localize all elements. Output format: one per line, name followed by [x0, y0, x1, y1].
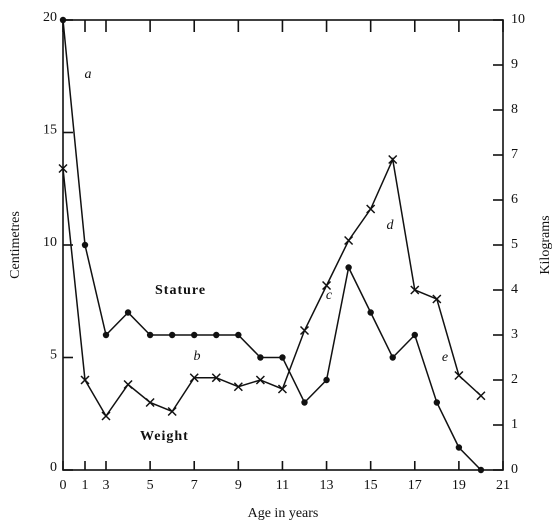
y2-tick-label: 2 — [511, 372, 518, 387]
annotation: b — [194, 349, 201, 364]
point-marker — [323, 376, 330, 384]
y2-tick-label: 1 — [511, 417, 518, 432]
annotation: c — [326, 288, 333, 303]
point-marker — [102, 331, 110, 339]
point-marker — [322, 280, 332, 291]
annotation: a — [85, 67, 92, 82]
x-axis-label: Age in years — [248, 506, 319, 521]
x-tick-label: 11 — [276, 478, 289, 493]
x-tick-label: 19 — [452, 478, 466, 493]
series-label: Stature — [155, 283, 206, 298]
point-marker — [299, 325, 310, 336]
point-marker — [124, 309, 132, 316]
point-marker — [367, 309, 374, 316]
y2-tick-label: 4 — [511, 282, 518, 297]
point-marker — [277, 384, 287, 394]
y-tick-label: 5 — [50, 348, 57, 363]
point-marker — [145, 397, 155, 408]
point-marker — [366, 204, 376, 214]
y2-tick-label: 5 — [511, 237, 518, 252]
point-marker — [189, 373, 199, 383]
y2-axis-label: Kilograms — [538, 215, 553, 274]
point-marker — [432, 294, 442, 304]
point-marker — [146, 331, 154, 339]
series-line — [62, 156, 482, 418]
point-marker — [168, 331, 176, 339]
x-tick-label: 7 — [191, 478, 198, 493]
point-marker — [80, 375, 90, 385]
series-line — [62, 19, 482, 471]
point-marker — [410, 285, 420, 295]
point-marker — [389, 354, 396, 361]
x-tick-label: 3 — [103, 478, 110, 493]
point-marker — [477, 466, 485, 474]
x-tick-label: 21 — [496, 478, 510, 493]
point-marker — [454, 370, 464, 381]
point-marker — [279, 354, 286, 361]
point-marker — [123, 379, 133, 390]
series-label: Weight — [140, 429, 189, 444]
point-marker — [58, 163, 68, 174]
y-tick-label: 15 — [43, 123, 57, 138]
annotation: d — [387, 218, 395, 233]
y2-tick-label: 3 — [511, 327, 518, 342]
y2-tick-label: 6 — [511, 192, 518, 207]
point-marker — [433, 399, 441, 406]
x-tick-label: 1 — [82, 478, 89, 493]
x-tick-label: 17 — [408, 478, 422, 493]
point-marker — [476, 391, 486, 401]
x-tick-label: 5 — [147, 478, 154, 493]
y2-tick-label: 10 — [511, 12, 525, 27]
y2-tick-label: 9 — [511, 57, 518, 72]
point-marker — [301, 399, 308, 406]
y2-tick-label: 8 — [511, 102, 518, 117]
point-marker — [213, 331, 220, 339]
x-tick-label: 15 — [364, 478, 378, 493]
y2-tick-label: 7 — [511, 147, 518, 162]
y-tick-label: 20 — [43, 10, 57, 25]
y-axis-label: Centimetres — [8, 211, 23, 279]
point-marker — [81, 241, 89, 249]
point-marker — [235, 331, 242, 339]
point-marker — [257, 354, 264, 361]
point-marker — [344, 235, 354, 246]
point-marker — [388, 154, 398, 165]
x-tick-label: 13 — [320, 478, 334, 493]
y-tick-label: 0 — [50, 460, 57, 475]
x-tick-label: 0 — [60, 478, 67, 493]
point-marker — [255, 375, 265, 385]
point-marker — [59, 16, 67, 24]
point-marker — [191, 331, 198, 339]
y-tick-label: 10 — [43, 235, 57, 250]
point-marker — [411, 331, 418, 339]
point-marker — [345, 264, 352, 271]
x-tick-label: 9 — [235, 478, 242, 493]
point-marker — [101, 411, 111, 421]
point-marker — [167, 406, 177, 417]
annotation: e — [442, 350, 448, 365]
point-marker — [211, 373, 221, 383]
point-marker — [455, 444, 463, 451]
point-marker — [233, 382, 243, 392]
y2-tick-label: 0 — [511, 462, 518, 477]
